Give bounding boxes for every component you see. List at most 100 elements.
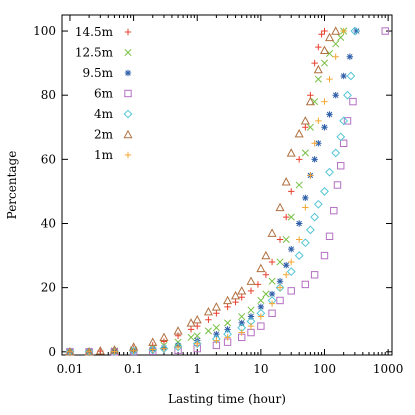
y-tick-label: 80 <box>41 88 56 102</box>
data-point <box>247 287 255 295</box>
data-point <box>321 124 328 131</box>
data-point <box>281 177 291 186</box>
data-point <box>381 27 389 35</box>
data-point <box>301 280 310 289</box>
data-point <box>320 251 329 260</box>
x-tick-label: 10 <box>253 362 268 376</box>
data-point <box>262 290 270 298</box>
data-point <box>343 90 352 100</box>
plot-frame <box>61 14 393 356</box>
data-point <box>339 116 349 126</box>
x-tick-label: 1 <box>193 362 201 376</box>
data-point <box>321 27 328 35</box>
data-point <box>148 345 158 355</box>
y-tick-label: 100 <box>33 24 56 38</box>
data-point <box>246 276 256 285</box>
data-point <box>194 340 201 347</box>
data-point <box>257 303 265 311</box>
y-tick-label: 60 <box>41 152 56 166</box>
data-point <box>331 148 341 158</box>
data-point <box>148 337 158 346</box>
data-point <box>213 337 220 344</box>
data-point <box>237 286 247 295</box>
data-point <box>224 319 232 327</box>
data-point <box>160 345 168 352</box>
data-point <box>129 346 138 356</box>
legend-marker <box>124 28 132 36</box>
legend-label: 1m <box>94 148 114 162</box>
data-point <box>232 298 239 306</box>
series-layer <box>65 26 389 357</box>
legend-marker <box>124 48 132 57</box>
data-point <box>349 97 357 106</box>
data-point <box>340 72 347 80</box>
x-tick-label: 1000 <box>373 362 404 376</box>
legend-marker <box>124 89 132 98</box>
data-point <box>224 334 231 341</box>
data-point <box>286 267 296 277</box>
data-point <box>223 295 233 305</box>
data-point <box>337 33 345 42</box>
data-point <box>320 59 329 67</box>
data-point <box>288 245 295 253</box>
data-point <box>282 213 290 221</box>
data-point <box>276 296 284 305</box>
legend-marker <box>123 129 133 139</box>
data-point <box>257 296 265 305</box>
data-point <box>337 162 345 170</box>
data-point <box>213 330 220 338</box>
x-axis-label: Lasting time (hour) <box>168 392 286 406</box>
legend: 14.5m 12.5m 9.5m 6m 4m 2m 1m <box>75 25 133 162</box>
data-point <box>224 303 231 311</box>
data-point <box>302 124 309 131</box>
legend-label: 4m <box>94 107 114 121</box>
data-point <box>336 132 346 142</box>
data-point <box>301 149 309 157</box>
y-axis-label: Percentage <box>5 151 19 220</box>
data-point <box>315 43 322 51</box>
legend-label: 9.5m <box>83 66 114 80</box>
data-point <box>174 332 182 339</box>
data-point <box>247 322 255 330</box>
data-point <box>187 333 195 341</box>
data-point <box>353 27 360 35</box>
y-axis-ticks: 0 20 40 60 80 100 <box>33 24 392 359</box>
data-point <box>326 75 333 83</box>
data-point <box>287 287 295 295</box>
data-point <box>332 40 340 48</box>
data-point <box>192 314 202 324</box>
data-point <box>313 199 323 209</box>
data-point <box>257 313 265 320</box>
data-point <box>257 322 265 330</box>
data-point <box>302 204 309 211</box>
data-point <box>286 148 296 157</box>
data-point <box>159 344 169 353</box>
data-point <box>343 117 352 125</box>
data-point <box>300 238 310 248</box>
data-point <box>238 294 245 301</box>
x-tick-label: 0.01 <box>57 362 84 376</box>
data-point <box>340 27 347 35</box>
data-point <box>247 306 255 314</box>
data-point <box>325 32 335 42</box>
data-point <box>173 342 183 352</box>
data-point <box>295 220 303 227</box>
data-point <box>276 236 284 243</box>
y-tick-label: 20 <box>41 281 56 295</box>
data-point <box>311 59 318 67</box>
data-point <box>325 167 334 177</box>
data-point <box>159 332 169 342</box>
data-point <box>211 302 221 311</box>
data-point <box>261 250 271 260</box>
data-point <box>174 338 182 346</box>
data-point <box>192 339 202 349</box>
data-point <box>315 117 322 125</box>
data-point <box>267 228 277 237</box>
data-point <box>254 281 262 288</box>
data-point <box>238 329 245 336</box>
data-point <box>325 232 334 241</box>
data-point <box>268 277 276 285</box>
data-point <box>295 156 303 163</box>
data-point <box>193 332 201 340</box>
